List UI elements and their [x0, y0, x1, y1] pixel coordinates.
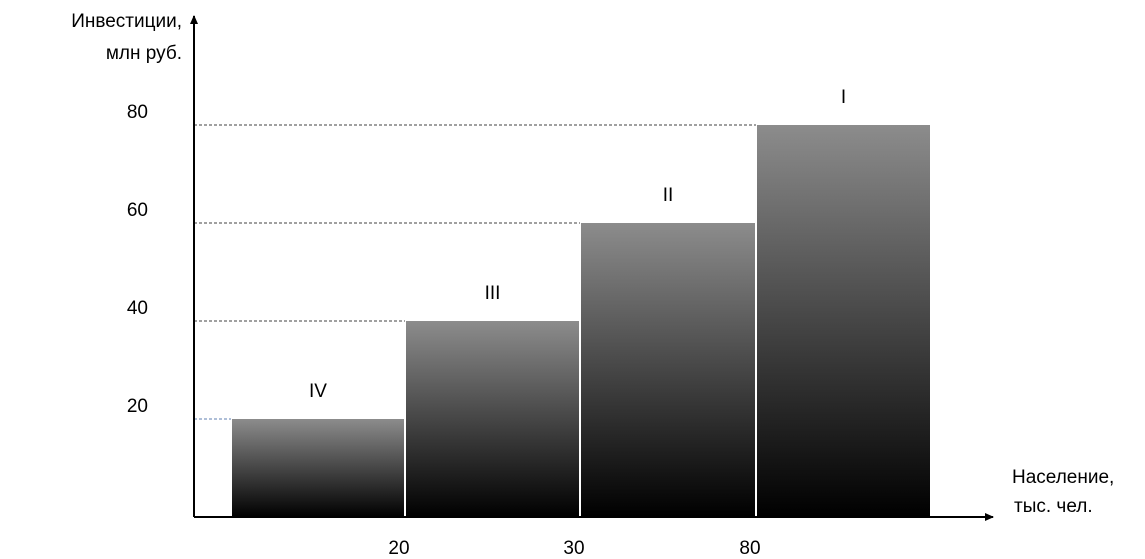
bar-label-III: III	[485, 283, 501, 304]
bar-label-I: I	[841, 87, 846, 108]
y-tick-label-20: 20	[127, 396, 148, 417]
bars-group	[232, 125, 930, 517]
x-tick-labels: 20 30 80	[388, 538, 760, 559]
x-axis-title-line1: Население,	[1012, 467, 1114, 488]
x-tick-label-20: 20	[388, 538, 409, 559]
y-tick-label-40: 40	[127, 298, 148, 319]
guide-lines	[194, 124, 756, 420]
bar-label-IV: IV	[309, 381, 327, 402]
y-tick-label-60: 60	[127, 200, 148, 221]
bar-III	[406, 321, 579, 517]
bar-II	[581, 223, 755, 517]
y-tick-labels: 80 60 40 20	[127, 102, 148, 417]
y-tick-label-80: 80	[127, 102, 148, 123]
x-tick-label-30: 30	[563, 538, 584, 559]
y-axis-title-line2: млн руб.	[106, 43, 182, 64]
bar-label-II: II	[663, 185, 674, 206]
bar-IV	[232, 419, 404, 517]
x-axis-title-line2: тыс. чел.	[1014, 496, 1093, 517]
bar-I	[757, 125, 930, 517]
y-axis-title-line1: Инвестиции,	[71, 11, 182, 32]
x-tick-label-80: 80	[739, 538, 760, 559]
